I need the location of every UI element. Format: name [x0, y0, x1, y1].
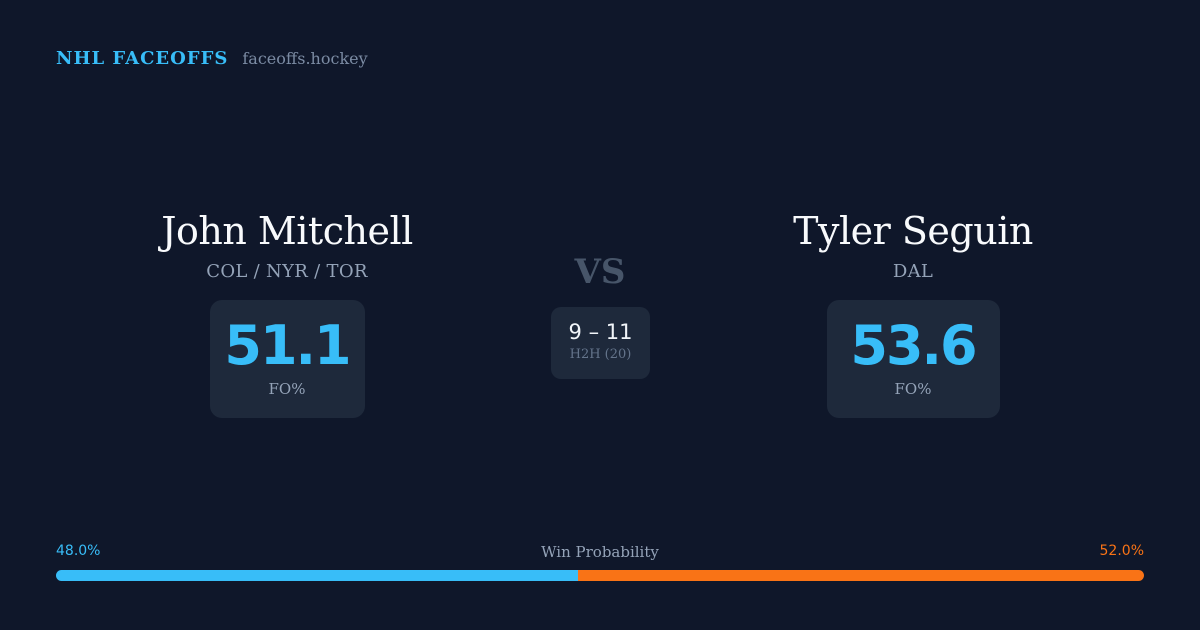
faceoff-stat-box-right: 53.6 FO% — [826, 300, 1000, 418]
win-probability-bar-left — [56, 570, 579, 581]
player-teams-right: DAL — [892, 261, 934, 282]
faceoff-percentage-left: 51.1 — [224, 314, 351, 377]
player-card-left: John Mitchell COL / NYR / TOR 51.1 FO% — [126, 205, 448, 418]
player-teams-left: COL / NYR / TOR — [206, 261, 368, 282]
win-probability-right: 52.0% — [1099, 543, 1144, 559]
faceoff-label-right: FO% — [894, 380, 932, 398]
faceoff-label-left: FO% — [268, 380, 306, 398]
brand-title[interactable]: NHL FACEOFFS — [56, 48, 229, 69]
head-to-head-label: H2H (20) — [569, 347, 632, 362]
player-name-left: John Mitchell — [161, 209, 413, 253]
header: NHL FACEOFFS faceoffs.hockey — [56, 48, 368, 69]
win-probability-labels: 48.0% Win Probability 52.0% — [56, 543, 1144, 563]
faceoff-stat-box-left: 51.1 FO% — [209, 300, 365, 418]
head-to-head-score: 9 – 11 — [568, 320, 633, 344]
faceoff-percentage-right: 53.6 — [850, 314, 977, 377]
head-to-head-box: 9 – 11 H2H (20) — [551, 307, 650, 379]
win-probability-title: Win Probability — [541, 543, 659, 561]
player-card-right: Tyler Seguin DAL 53.6 FO% — [752, 205, 1074, 418]
versus-label: VS — [574, 252, 626, 292]
player-name-right: Tyler Seguin — [793, 209, 1033, 253]
win-probability-bar — [56, 570, 1144, 581]
win-probability-bar-right — [578, 570, 1144, 581]
win-probability-left: 48.0% — [56, 543, 101, 559]
site-domain[interactable]: faceoffs.hockey — [242, 49, 368, 68]
